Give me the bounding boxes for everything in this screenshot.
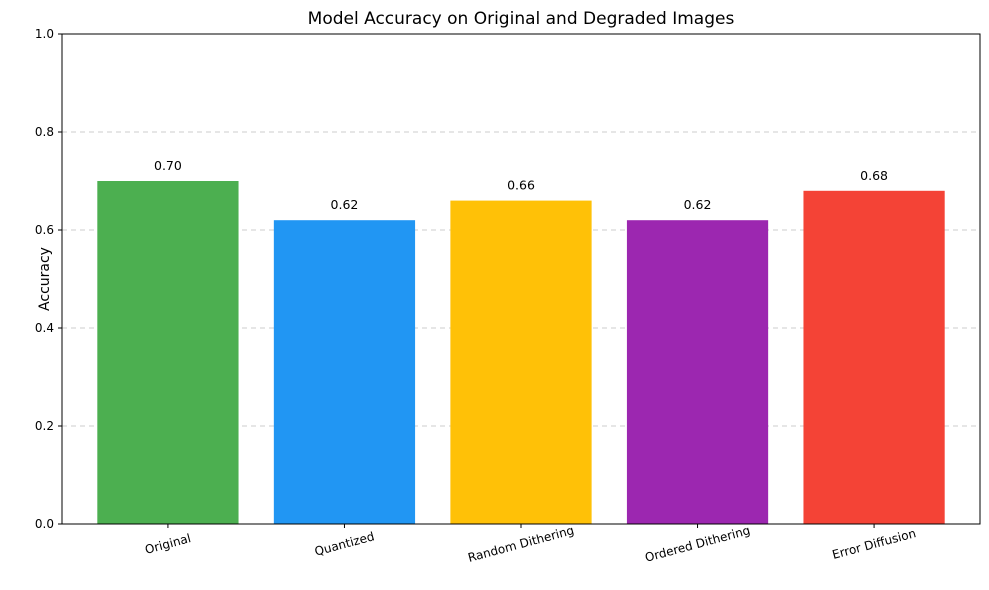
chart-title: Model Accuracy on Original and Degraded … bbox=[308, 9, 735, 29]
x-tick-label: Quantized bbox=[313, 529, 376, 558]
y-tick-label: 0.2 bbox=[35, 419, 54, 433]
data-label: 0.62 bbox=[331, 197, 359, 212]
x-tick-label: Ordered Dithering bbox=[643, 523, 751, 565]
data-labels: 0.70 0.62 0.66 0.62 0.68 bbox=[154, 158, 888, 212]
y-tick-label: 0.0 bbox=[35, 517, 54, 531]
bar bbox=[273, 220, 416, 524]
bars bbox=[97, 181, 945, 525]
y-tick-label: 0.8 bbox=[35, 125, 54, 139]
x-tick-label: Original bbox=[143, 531, 192, 557]
bar bbox=[626, 220, 769, 524]
y-axis: 0.0 0.2 0.4 0.6 0.8 1.0 bbox=[35, 27, 62, 531]
data-label: 0.66 bbox=[507, 178, 535, 193]
y-tick-label: 0.4 bbox=[35, 321, 54, 335]
y-tick-label: 0.6 bbox=[35, 223, 54, 237]
bar bbox=[803, 190, 945, 525]
x-tick-label: Random Dithering bbox=[466, 523, 575, 565]
data-label: 0.70 bbox=[154, 158, 182, 173]
bar bbox=[450, 200, 592, 524]
bar bbox=[97, 181, 239, 524]
y-tick-label: 1.0 bbox=[35, 27, 54, 41]
y-axis-label: Accuracy bbox=[37, 247, 53, 311]
x-tick-label: Error Diffusion bbox=[831, 526, 918, 562]
plot-frame bbox=[61, 33, 981, 525]
data-label: 0.68 bbox=[860, 168, 888, 183]
data-label: 0.62 bbox=[684, 197, 712, 212]
x-axis: Original Quantized Random Dithering Ordered… bbox=[143, 523, 917, 565]
